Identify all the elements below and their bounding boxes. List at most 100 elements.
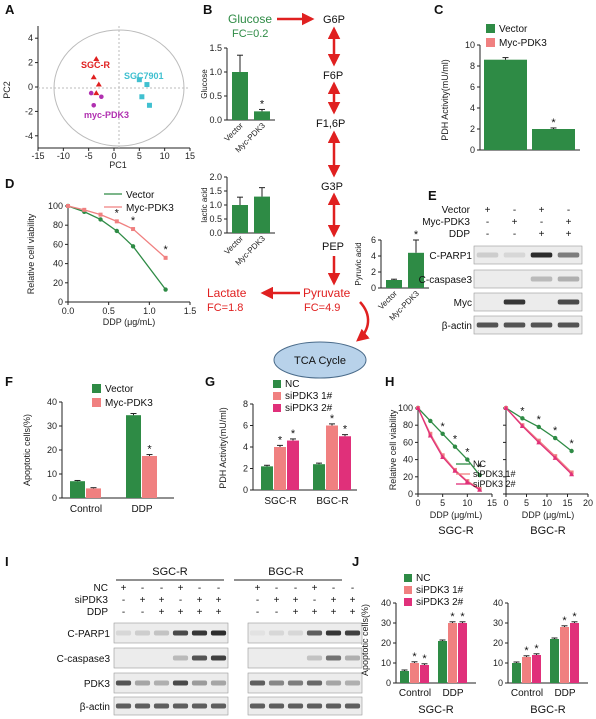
panel-h-star: * [553,425,558,437]
panel-c-bar [532,129,575,150]
panel-e: E Vector + - + -Myc-PDK3- + - +DDP - - + +C-PARP1C-… [419,188,583,335]
panel-e-sign: + [566,217,572,228]
arrow-pyruvate-tca [356,301,370,342]
bGlu-ytick-label: 0.0 [209,115,222,125]
panel-h-left-ytick-label: 100 [398,403,413,413]
panel-c-bar [484,59,527,151]
panel-j-right-xlabel: DDP [554,688,575,699]
panel-d-star: * [131,215,136,227]
panel-h-right-point [552,455,558,460]
bPyr-ylabel: Pyruvic acid [354,242,363,285]
panel-h-xlabel-right: DDP (μg/mL) [522,510,575,520]
panel-f-ytick-label: 40 [47,397,57,407]
panel-h-right-xtick-label: 5 [524,498,529,508]
panel-j-ylabel: Apoptotic cells(%) [360,604,370,676]
bLac-ylabel: lactic acid [200,187,209,222]
panel-e-sign: + [539,205,545,216]
panel-i-sign: - [275,607,278,618]
panel-d-ytick-label: 60 [53,239,63,249]
panel-i-band [191,703,208,709]
panel-g-legend-label: siPDK3 2# [285,403,333,414]
panel-d-series-line [67,205,167,290]
panel-h-right-xtick-label: 15 [562,498,572,508]
panel-label-f: F [5,374,13,389]
panel-h-right-point [520,416,525,421]
panel-j-right-bar [570,623,579,683]
panel-g-ytick-label: 6 [243,421,248,431]
panel-h-left-point [477,472,482,478]
panel-c-legend-swatch [486,38,495,47]
panel-h-title-left: SGC-R [438,525,474,537]
panel-f-bar [70,481,85,498]
panel-d-ylabel: Relative cell viability [26,213,36,294]
panel-i-sign: - [198,583,201,594]
panel-i-membrane [247,696,363,716]
panel-i-sign: + [350,607,356,618]
panel-h-left-ytick-label: 20 [403,472,413,482]
panel-j-left-bar [458,623,467,683]
panel-g-bar [287,440,299,490]
panel-f-bar [126,415,141,498]
panel-c-star: * [551,117,556,129]
panel-h-left-point [427,433,433,438]
panel-h-left-ytick-label: 60 [403,437,413,447]
panel-i-band [344,630,361,636]
metabolite-g3p: G3P [321,181,343,193]
panel-i-sign: - [160,583,163,594]
panel-i-band [115,630,132,636]
panel-i-band [306,703,323,709]
panel-a-point-mycpdk3 [99,94,104,100]
tca-cycle-ellipse [273,341,367,379]
panel-h-right-point [553,435,558,441]
panel-j-left-xlabel: Control [399,688,431,699]
panel-i-sign: - [179,595,182,606]
panel-h-left-point [452,444,458,449]
metabolite-f16p: F1,6P [316,118,345,130]
panel-h-right-point [569,448,574,454]
glucose-fc-label: FC=0.2 [232,28,268,40]
panel-i-band [306,680,323,686]
panel-i-sign: + [293,595,299,606]
panel-a-ytick-label: 2 [28,58,33,68]
panel-e-sign: - [540,217,543,228]
panel-i-sign: - [122,595,125,606]
panel-j-left-bar [438,641,447,683]
tca-cycle-label: TCA Cycle [294,355,346,367]
panel-i-sign: - [275,583,278,594]
panel-e-band [557,252,580,258]
panel-j-right-star: * [524,645,529,657]
panel-i-sign: + [350,595,356,606]
panel-d-ytick-label: 40 [53,259,63,269]
panel-e-band [557,322,580,328]
panel-g-legend-swatch [273,392,281,400]
panel-h-star: * [569,438,574,450]
panel-i-sign: + [293,607,299,618]
panel-e-band-label: β-actin [442,321,472,332]
metabolite-f6p: F6P [323,70,343,82]
panel-e-band [530,252,553,258]
panel-h-left-xtick-label: 10 [462,498,472,508]
panel-g-ylabel: PDH Activity(mU/ml) [218,407,228,489]
panel-e-band [557,299,580,305]
panel-j-legend-swatch [404,586,412,594]
panel-i-sign: + [197,607,203,618]
panel-j-legend-swatch [404,598,412,606]
panel-d-xtick-label: 1.0 [143,306,156,316]
panel-i-membrane [247,672,363,694]
panel-c-legend-label: Vector [499,24,528,35]
panel-h-left-point [464,479,470,484]
panel-f-xlabel: DDP [131,504,152,515]
panel-d-point [98,212,103,217]
panel-i-membrane [247,647,363,669]
panel-i-sign: + [331,595,337,606]
panel-d-point [163,255,168,260]
panel-h-star: * [520,405,525,417]
panel-i-band [325,630,342,636]
panel-h-right-xtick-label: 20 [583,498,593,508]
panel-i-band-label: C-PARP1 [67,629,110,640]
panel-f-legend-label: Vector [105,384,134,395]
panel-e-band-label: Myc [454,298,472,309]
panel-h-left-point [440,431,445,436]
panel-i-sign: - [217,583,220,594]
bGlu-star: * [260,98,265,110]
